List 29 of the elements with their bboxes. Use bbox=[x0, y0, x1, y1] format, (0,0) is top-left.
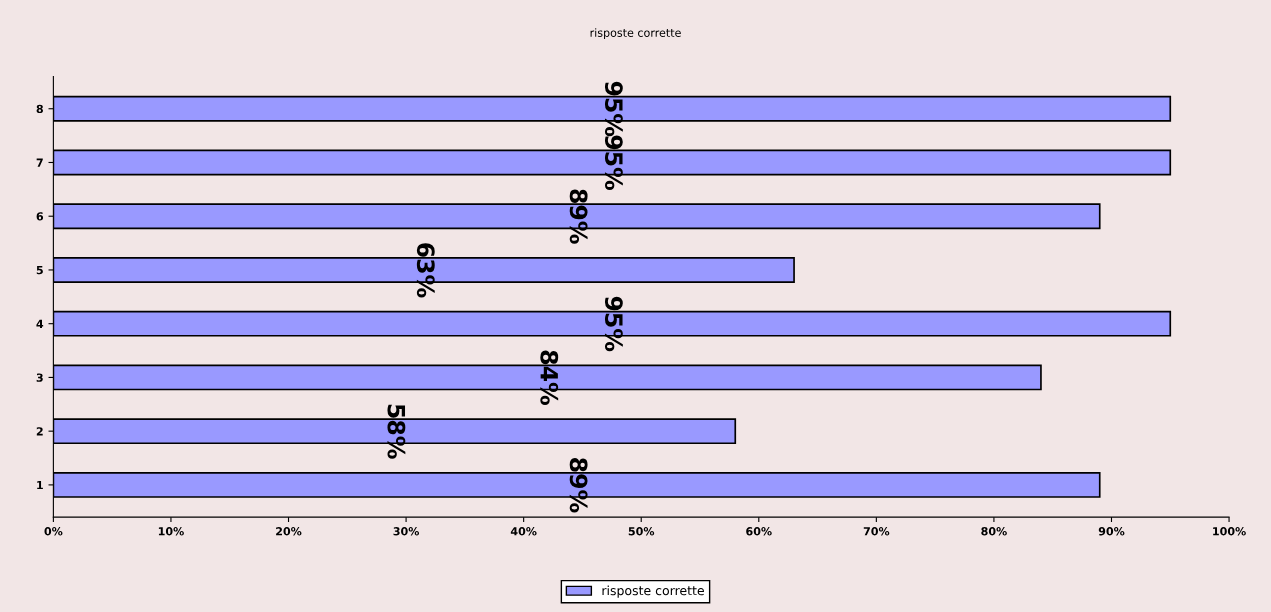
x-tick-label: 60% bbox=[746, 527, 772, 536]
data-label: 95% bbox=[604, 81, 623, 137]
x-tick-label: 80% bbox=[981, 527, 1007, 536]
data-label: 58% bbox=[387, 404, 406, 459]
x-tick-label: 20% bbox=[276, 527, 302, 536]
x-tick-label: 90% bbox=[1098, 527, 1125, 536]
chart-title: risposte corrette bbox=[590, 28, 681, 40]
data-label: 89% bbox=[569, 189, 588, 244]
data-label: 95% bbox=[604, 135, 623, 190]
y-tick-label: 8 bbox=[36, 104, 43, 114]
y-tick-label: 4 bbox=[36, 319, 44, 328]
y-tick-label: 7 bbox=[36, 158, 43, 167]
x-tick-label: 30% bbox=[393, 527, 420, 536]
data-label: 95% bbox=[604, 296, 623, 352]
x-tick-label: 70% bbox=[863, 527, 890, 536]
x-tick-label: 40% bbox=[510, 527, 537, 536]
legend-label: risposte corrette bbox=[602, 585, 704, 598]
x-tick-label: 50% bbox=[628, 527, 655, 536]
y-tick-label: 1 bbox=[37, 481, 43, 490]
data-label: 89% bbox=[569, 458, 588, 513]
y-tick-label: 3 bbox=[36, 373, 43, 382]
data-label: 63% bbox=[416, 243, 435, 298]
y-tick-label: 6 bbox=[36, 212, 44, 221]
y-tick-label: 2 bbox=[36, 427, 43, 436]
x-tick-label: 10% bbox=[158, 527, 184, 536]
y-tick-label: 5 bbox=[36, 266, 43, 275]
data-label: 84% bbox=[540, 350, 559, 405]
x-tick-label: 100% bbox=[1213, 527, 1246, 536]
x-tick-label: 0% bbox=[44, 527, 63, 536]
